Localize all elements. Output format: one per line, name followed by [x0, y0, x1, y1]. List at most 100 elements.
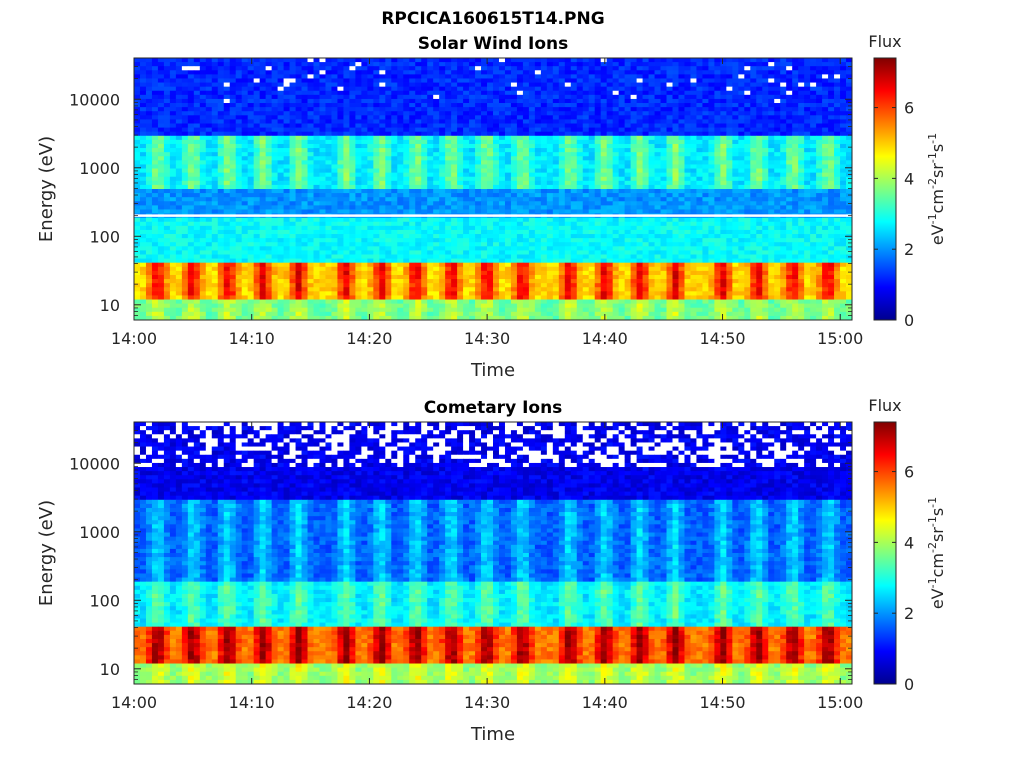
heatmap-cell: [570, 58, 578, 63]
heatmap-cell: [774, 205, 781, 210]
heatmap-cell: [295, 70, 302, 75]
heatmap-cell: [457, 58, 464, 63]
heatmap-cell: [768, 205, 775, 210]
heatmap-cell: [612, 180, 620, 186]
heatmap-cell: [343, 94, 350, 100]
heatmap-cell: [690, 82, 697, 88]
heatmap-cell: [708, 98, 715, 104]
heatmap-cell: [289, 119, 296, 124]
heatmap-cell: [654, 127, 661, 133]
heatmap-cell: [367, 119, 374, 124]
heatmap-cell: [600, 74, 608, 79]
heatmap-cell: [463, 180, 470, 186]
heatmap-cell: [367, 127, 374, 133]
heatmap-cell: [487, 209, 494, 214]
heatmap-cell: [343, 111, 350, 116]
heatmap-cell: [385, 201, 392, 206]
heatmap-cell: [816, 111, 823, 116]
heatmap-cell: [427, 62, 434, 67]
heatmap-cell: [145, 78, 153, 83]
heatmap-cell: [289, 127, 296, 133]
heatmap-cell: [528, 205, 536, 210]
heatmap-cell: [606, 135, 614, 141]
heatmap-cell: [792, 127, 799, 133]
heatmap-cell: [265, 184, 273, 190]
heatmap-cell: [175, 135, 183, 141]
heatmap-cell: [768, 86, 775, 92]
heatmap-cell: [546, 148, 554, 153]
heatmap-cell: [816, 70, 823, 75]
heatmap-cell: [630, 184, 637, 190]
heatmap-cell: [259, 143, 267, 149]
heatmap-cell: [684, 90, 691, 96]
heatmap-cell: [343, 86, 350, 92]
heatmap-cell: [840, 160, 847, 165]
heatmap-cell: [774, 86, 781, 92]
heatmap-cell: [439, 111, 446, 116]
heatmap-cell: [690, 189, 697, 194]
heatmap-cell: [612, 123, 620, 128]
heatmap-cell: [714, 184, 721, 190]
heatmap-cell: [690, 135, 697, 141]
heatmap-cell: [469, 205, 476, 210]
heatmap-cell: [516, 135, 524, 141]
heatmap-cell: [175, 180, 183, 186]
heatmap-cell: [816, 139, 823, 145]
heatmap-cell: [498, 82, 506, 88]
heatmap-cell: [187, 82, 195, 88]
heatmap-cell: [247, 193, 255, 198]
heatmap-cell: [792, 152, 799, 157]
heatmap-cell: [786, 103, 793, 108]
heatmap-cell: [810, 172, 817, 178]
heatmap-cell: [528, 189, 536, 194]
heatmap-cell: [672, 152, 679, 157]
heatmap-cell: [325, 74, 332, 79]
heatmap-cell: [373, 127, 380, 133]
heatmap-cell: [283, 143, 290, 149]
heatmap-cell: [193, 209, 201, 214]
heatmap-cell: [421, 164, 428, 169]
heatmap-cell: [816, 74, 823, 79]
heatmap-cell: [301, 221, 308, 227]
heatmap-cell: [516, 90, 524, 96]
heatmap-cell: [564, 221, 572, 227]
heatmap-cell: [337, 70, 344, 75]
heatmap-cell: [546, 115, 554, 120]
heatmap-cell: [163, 82, 171, 88]
heatmap-cell: [199, 127, 207, 133]
heatmap-cell: [780, 148, 787, 153]
heatmap-cell: [678, 176, 685, 182]
heatmap-cell: [846, 217, 853, 223]
heatmap-cell: [618, 115, 626, 120]
heatmap-cell: [391, 66, 398, 71]
heatmap-cell: [672, 58, 679, 63]
heatmap-cell: [564, 123, 572, 128]
heatmap-cell: [175, 225, 183, 231]
heatmap-cell: [373, 90, 380, 96]
heatmap-cell: [169, 82, 177, 88]
heatmap-cell: [157, 135, 165, 141]
heatmap-cell: [498, 115, 506, 120]
heatmap-cell: [145, 143, 153, 149]
heatmap-cell: [708, 184, 715, 190]
heatmap-cell: [247, 135, 255, 141]
heatmap-cell: [337, 176, 344, 182]
heatmap-cell: [493, 115, 500, 120]
heatmap-cell: [732, 135, 739, 141]
heatmap-cell: [301, 225, 308, 231]
heatmap-cell: [840, 197, 847, 202]
heatmap-cell: [301, 176, 308, 182]
heatmap-cell: [463, 217, 470, 223]
heatmap-cell: [660, 66, 667, 71]
heatmap-cell: [457, 189, 464, 194]
heatmap-cell: [283, 86, 290, 92]
heatmap-cell: [684, 172, 691, 178]
heatmap-cell: [828, 176, 835, 182]
heatmap-cell: [217, 74, 225, 79]
heatmap-cell: [528, 78, 536, 83]
heatmap-cell: [223, 135, 231, 141]
heatmap-cell: [798, 62, 805, 67]
heatmap-cell: [822, 74, 829, 79]
heatmap-cell: [487, 225, 494, 231]
heatmap-cell: [516, 115, 524, 120]
